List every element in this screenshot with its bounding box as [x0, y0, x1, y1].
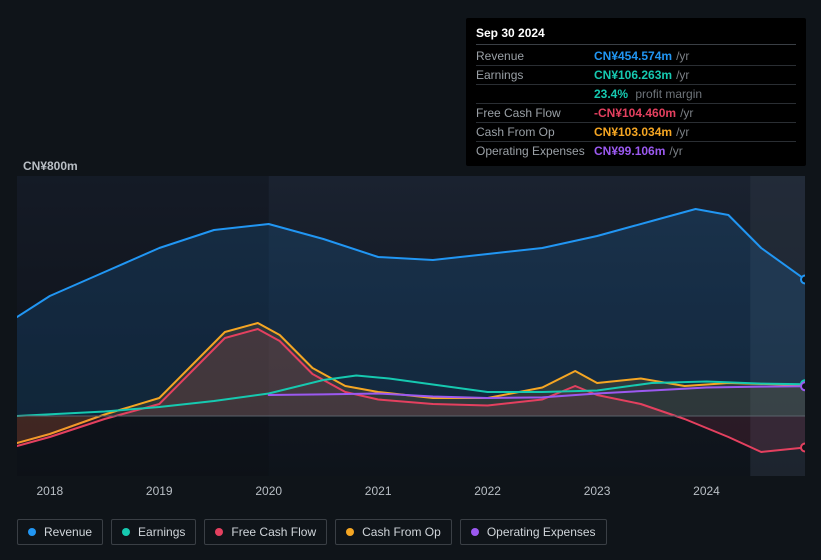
legend-label: Earnings: [138, 525, 185, 539]
tooltip-row: EarningsCN¥106.263m/yr: [476, 66, 796, 85]
x-axis-tick: 2024: [693, 484, 720, 498]
chart-svg: [17, 176, 805, 476]
x-axis-tick: 2023: [584, 484, 611, 498]
legend-label: Operating Expenses: [487, 525, 596, 539]
tooltip-row-suffix: /yr: [669, 144, 682, 158]
legend: Revenue Earnings Free Cash Flow Cash From O…: [17, 519, 607, 545]
tooltip-subrow-spacer: [476, 87, 594, 101]
legend-dot-icon: [28, 528, 36, 536]
tooltip-row: Cash From OpCN¥103.034m/yr: [476, 123, 796, 142]
chart-plot-area[interactable]: [17, 176, 805, 476]
legend-dot-icon: [122, 528, 130, 536]
tooltip-row-label: Cash From Op: [476, 125, 594, 139]
tooltip-row-value-wrap: CN¥99.106m/yr: [594, 144, 683, 158]
legend-item[interactable]: Free Cash Flow: [204, 519, 327, 545]
legend-dot-icon: [215, 528, 223, 536]
legend-label: Cash From Op: [362, 525, 441, 539]
tooltip-row: Operating ExpensesCN¥99.106m/yr: [476, 142, 796, 160]
tooltip-date: Sep 30 2024: [476, 26, 796, 45]
tooltip-row-label: Operating Expenses: [476, 144, 594, 158]
tooltip-row-value-wrap: -CN¥104.460m/yr: [594, 106, 693, 120]
tooltip-row-value: -CN¥104.460m: [594, 106, 676, 120]
tooltip-row-label: Free Cash Flow: [476, 106, 594, 120]
x-axis-tick: 2021: [365, 484, 392, 498]
legend-dot-icon: [471, 528, 479, 536]
tooltip-row-suffix: /yr: [676, 49, 689, 63]
legend-item[interactable]: Cash From Op: [335, 519, 452, 545]
tooltip-row: Free Cash Flow-CN¥104.460m/yr: [476, 104, 796, 123]
tooltip-row-label: Earnings: [476, 68, 594, 82]
tooltip-row-suffix: /yr: [676, 68, 689, 82]
legend-label: Revenue: [44, 525, 92, 539]
x-axis-tick: 2019: [146, 484, 173, 498]
financials-chart-panel: { "tooltip": { "date": "Sep 30 2024", "r…: [0, 0, 821, 560]
tooltip-row: RevenueCN¥454.574m/yr: [476, 47, 796, 66]
tooltip-rows: RevenueCN¥454.574m/yrEarningsCN¥106.263m…: [476, 47, 796, 160]
x-axis-tick: 2018: [36, 484, 63, 498]
legend-label: Free Cash Flow: [231, 525, 316, 539]
tooltip-row-value-wrap: CN¥106.263m/yr: [594, 68, 689, 82]
chart-tooltip: Sep 30 2024 RevenueCN¥454.574m/yrEarning…: [466, 18, 806, 166]
tooltip-row-label: Revenue: [476, 49, 594, 63]
tooltip-row-value-wrap: CN¥103.034m/yr: [594, 125, 689, 139]
legend-item[interactable]: Operating Expenses: [460, 519, 607, 545]
tooltip-row-suffix: /yr: [680, 106, 693, 120]
tooltip-subrow: 23.4% profit margin: [476, 85, 796, 104]
tooltip-row-value: CN¥454.574m: [594, 49, 672, 63]
tooltip-row-value: CN¥106.263m: [594, 68, 672, 82]
tooltip-row-value: CN¥99.106m: [594, 144, 665, 158]
x-axis-tick: 2022: [474, 484, 501, 498]
legend-item[interactable]: Earnings: [111, 519, 196, 545]
x-axis: 2018 2019 2020 2021 2022 2023 2024: [17, 484, 805, 500]
tooltip-subrow-value: 23.4% profit margin: [594, 87, 702, 101]
tooltip-row-value-wrap: CN¥454.574m/yr: [594, 49, 689, 63]
tooltip-row-suffix: /yr: [676, 125, 689, 139]
x-axis-tick: 2020: [255, 484, 282, 498]
y-axis-label-max: CN¥800m: [23, 159, 78, 173]
legend-item[interactable]: Revenue: [17, 519, 103, 545]
legend-dot-icon: [346, 528, 354, 536]
tooltip-row-value: CN¥103.034m: [594, 125, 672, 139]
